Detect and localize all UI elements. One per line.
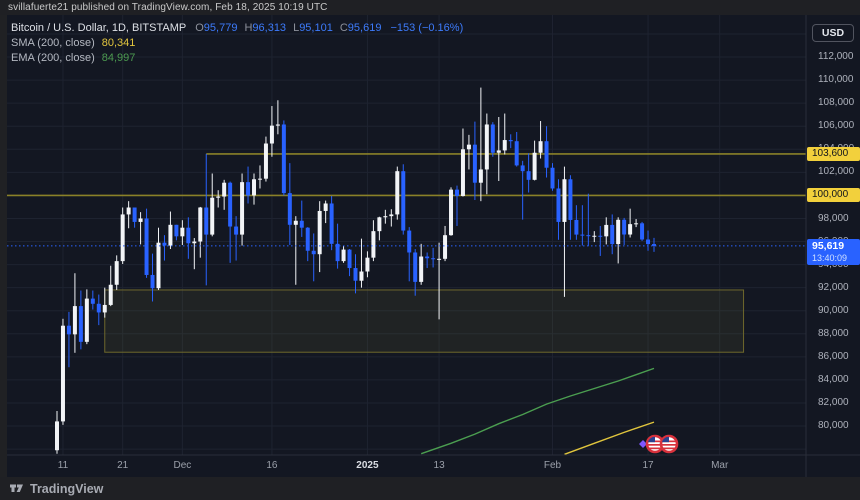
supply-zone[interactable]: [104, 289, 745, 353]
purple-flag-marker: [639, 440, 647, 448]
publish-info-bar: svillafuerte21 published on TradingView.…: [0, 0, 860, 15]
change-value: −153 (−0.16%): [390, 21, 464, 34]
sma-line: [564, 421, 655, 455]
symbol-title: Bitcoin / U.S. Dollar, 1D, BITSTAMP: [11, 21, 187, 34]
grid: [7, 15, 806, 455]
candles: [55, 87, 656, 454]
economic-event-icons[interactable]: [639, 434, 679, 454]
ohlc-close: C95,619: [339, 21, 382, 34]
price-level-lines[interactable]: [7, 153, 806, 197]
sma-indicator-row: SMA (200, close) 80,341: [11, 36, 136, 49]
ohlc-high: H96,313: [244, 21, 287, 34]
publish-info-text: svillafuerte21 published on TradingView.…: [8, 2, 328, 13]
ohlc-low: L95,101: [293, 21, 333, 34]
ema-line: [420, 367, 655, 455]
tradingview-logo-icon[interactable]: [9, 481, 24, 496]
chart-canvas[interactable]: [0, 15, 860, 477]
chart-pane-background[interactable]: [7, 15, 860, 477]
us-flag-event-icon: [659, 434, 679, 454]
legend: Bitcoin / U.S. Dollar, 1D, BITSTAMP O95,…: [11, 20, 463, 65]
ema-indicator-row: EMA (200, close) 84,997: [11, 51, 136, 64]
sma-value: 80,341: [101, 36, 136, 49]
tradingview-brand[interactable]: TradingView: [30, 481, 104, 496]
symbol-row: Bitcoin / U.S. Dollar, 1D, BITSTAMP O95,…: [11, 20, 463, 35]
ohlc-open: O95,779: [195, 21, 238, 34]
ema-value: 84,997: [101, 51, 136, 64]
us-flag-event-icon: [645, 434, 665, 454]
currency-button[interactable]: USD: [812, 24, 854, 42]
footer-bar: TradingView: [0, 477, 860, 500]
